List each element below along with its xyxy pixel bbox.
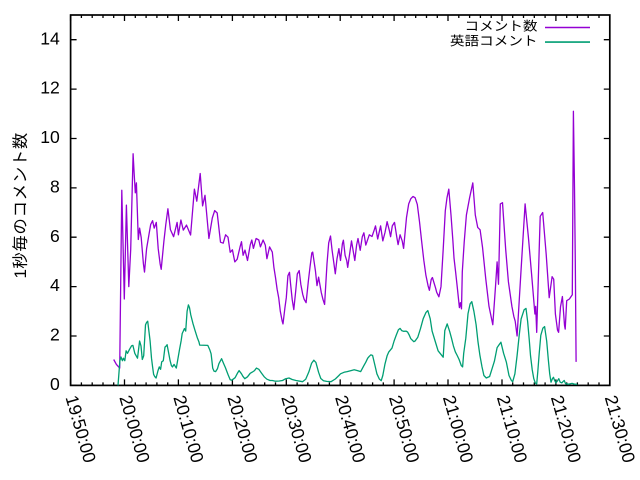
- svg-text:14: 14: [40, 28, 60, 48]
- svg-text:10: 10: [40, 127, 60, 147]
- svg-text:6: 6: [50, 226, 60, 246]
- svg-text:2: 2: [50, 325, 60, 345]
- svg-text:4: 4: [50, 275, 60, 295]
- svg-text:12: 12: [40, 78, 60, 98]
- svg-text:0: 0: [50, 374, 60, 394]
- svg-text:8: 8: [50, 177, 60, 197]
- svg-text:1: 1: [11, 269, 30, 278]
